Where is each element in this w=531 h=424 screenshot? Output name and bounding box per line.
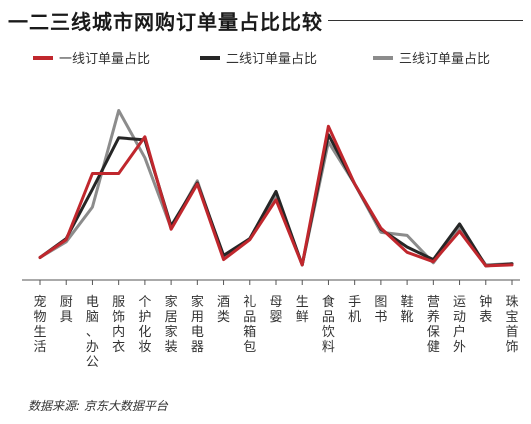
x-tick-label-char: 物 — [33, 310, 46, 325]
x-tick-label-char: 食 — [322, 294, 335, 310]
x-tick-label-char: 首 — [505, 325, 518, 340]
legend-label-tier1: 一线订单量占比 — [59, 52, 151, 67]
series-line-1 — [38, 124, 514, 268]
x-tick-label-char: 公 — [86, 355, 99, 370]
x-tick-label-char: 品 — [322, 310, 335, 325]
x-tick-label-char: 生 — [296, 295, 309, 310]
x-tick-label-char: 妆 — [138, 340, 151, 355]
x-tick-label-char: 手 — [348, 295, 361, 310]
x-tick-label-char: 类 — [217, 310, 230, 325]
legend-label-tier2: 二线订单量占比 — [226, 52, 318, 67]
x-tick-label-char: 图 — [374, 295, 387, 310]
x-tick-label-char: 装 — [165, 340, 178, 355]
x-tick-label-char: 家 — [165, 324, 178, 340]
x-tick-label-char: 衣 — [112, 339, 125, 355]
x-tick-label-char: 母 — [269, 295, 282, 310]
x-tick-label-char: 办 — [86, 340, 99, 355]
legend-label-tier3: 三线订单量占比 — [399, 52, 491, 67]
x-tick-label-char: 运 — [453, 295, 466, 310]
x-tick-label-char: 礼 — [243, 294, 256, 310]
x-tick-label-char: 厨 — [60, 295, 73, 310]
x-tick-label-char: 保 — [427, 325, 440, 340]
x-tick-label-char: 饰 — [505, 340, 518, 355]
x-tick-label-char: 脑 — [86, 310, 99, 325]
x-tick-label-char: 电 — [191, 325, 204, 340]
x-tick-label-char: 料 — [322, 340, 335, 355]
x-tick-label-char: 家 — [165, 294, 178, 310]
series-line-3 — [38, 109, 514, 267]
legend-swatch-tier2 — [200, 55, 220, 60]
x-tick-label-char: 婴 — [269, 310, 282, 325]
x-tick-label-char: 器 — [191, 340, 204, 355]
x-tick-label-char: 靴 — [401, 310, 414, 325]
legend-item-tier3: 三线订单量占比 — [373, 48, 490, 67]
x-tick-label-char: 活 — [33, 340, 46, 355]
legend-swatch-tier1 — [33, 55, 53, 60]
x-tick-label-char: 品 — [243, 310, 256, 325]
x-tick-label-char: 服 — [112, 295, 125, 310]
title-rule — [328, 20, 523, 21]
x-tick-label-char: 营 — [427, 295, 440, 310]
x-tick-label-char: 酒 — [217, 295, 230, 310]
x-tick-label-char: 表 — [479, 310, 492, 325]
x-tick-label-char: 健 — [427, 340, 440, 355]
x-tick-label-char: 家 — [191, 294, 204, 310]
x-tick-label-char: 居 — [165, 310, 178, 325]
x-tick-label-char: 外 — [453, 340, 466, 355]
x-tick-label-char: 鲜 — [296, 310, 309, 325]
x-tick-label-char: 化 — [138, 325, 151, 340]
legend-item-tier2: 二线订单量占比 — [200, 48, 317, 67]
legend-swatch-tier3 — [373, 55, 393, 60]
legend-item-tier1: 一线订单量占比 — [33, 48, 150, 67]
data-source: 数据来源: 京东大数据平台 — [28, 399, 168, 413]
x-tick-label-char: 电 — [86, 295, 99, 310]
x-axis-labels: 宠物生活厨具电脑、办公服饰内衣个护化妆家居家装家用电器酒类礼品箱包母婴生鲜食品饮… — [33, 294, 518, 370]
x-tick-label-char: 钟 — [479, 294, 492, 310]
chart-title: 一二三线城市网购订单量占比比较 — [8, 10, 323, 34]
x-axis-ticks — [39, 280, 513, 285]
x-tick-label-char: 用 — [191, 310, 204, 325]
x-tick-label-char: 个 — [138, 295, 151, 310]
x-tick-label-char: 生 — [33, 325, 46, 340]
x-tick-label-char: 、 — [86, 325, 99, 340]
x-tick-label-char: 机 — [348, 310, 361, 325]
x-tick-label-char: 宠 — [33, 294, 46, 310]
x-tick-label-char: 箱 — [243, 324, 256, 340]
x-tick-label-char: 饮 — [322, 325, 335, 340]
x-tick-label-char: 珠 — [505, 295, 518, 310]
series-lines — [38, 109, 514, 268]
x-tick-label-char: 动 — [453, 310, 466, 325]
x-tick-label-char: 具 — [60, 310, 73, 325]
x-tick-label-char: 户 — [453, 324, 466, 340]
x-tick-label-char: 鞋 — [401, 294, 414, 310]
x-tick-label-char: 包 — [243, 340, 256, 355]
x-tick-label-char: 护 — [138, 310, 151, 325]
x-tick-label-char: 宝 — [505, 310, 518, 325]
x-tick-label-char: 内 — [112, 324, 125, 340]
x-tick-label-char: 饰 — [112, 310, 125, 325]
x-tick-label-char: 书 — [374, 310, 387, 325]
x-tick-label-char: 养 — [427, 309, 440, 325]
legend: 一线订单量占比 二线订单量占比 三线订单量占比 — [0, 48, 531, 68]
